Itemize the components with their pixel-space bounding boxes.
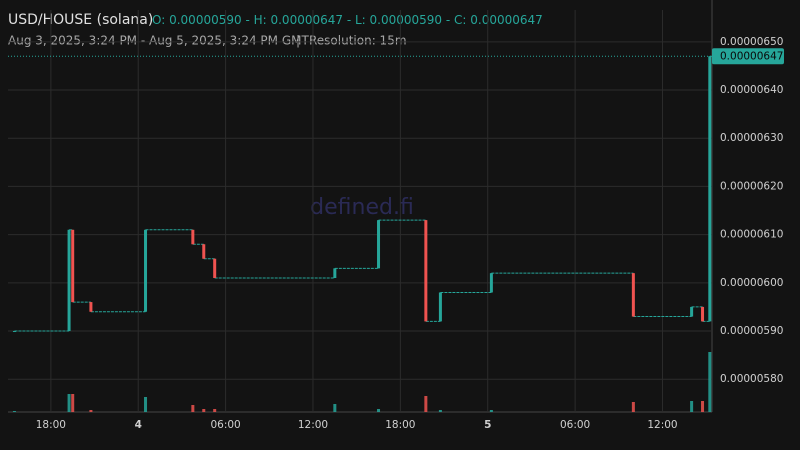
ohlc-separator: - [242, 13, 254, 27]
volume-bar [144, 397, 148, 412]
candle-body [690, 306, 694, 317]
candle-body [71, 229, 75, 303]
volume-bar [631, 402, 635, 412]
candle-body [377, 220, 381, 269]
chart-title: USD/HOUSE (solana) [8, 12, 153, 28]
y-tick-label: 0.00000600 [720, 277, 783, 289]
y-tick-label: 0.00000630 [720, 132, 783, 144]
ohlc-colon: : [161, 13, 169, 27]
y-tick-label: 0.00000580 [720, 373, 783, 385]
candle-body [438, 292, 442, 322]
candle-body [191, 229, 195, 245]
volume-bar [701, 401, 705, 412]
volume-bar [438, 410, 442, 412]
candle-body [67, 229, 71, 332]
volume-bar [424, 396, 428, 412]
candle-body [333, 268, 337, 278]
ohlc-key: O [152, 13, 161, 27]
volume-bar [708, 352, 712, 412]
x-tick-label: 18:00 [36, 419, 66, 431]
volume-bar [12, 411, 16, 412]
ohlc-value: 0.00000590 [370, 13, 443, 27]
x-tick-label: 12:00 [647, 419, 677, 431]
last-price-badge [712, 48, 784, 65]
candle-body [424, 220, 428, 322]
volume-bar [202, 409, 206, 412]
y-tick-label: 0.00000620 [720, 180, 783, 192]
candle-body [12, 331, 16, 333]
volume-bar [191, 405, 195, 412]
ohlc-colon: : [263, 13, 271, 27]
x-tick-label: 06:00 [210, 419, 240, 431]
ohlc-value: 0.00000647 [270, 13, 343, 27]
candle-body [144, 229, 148, 312]
x-tick-label: 06:00 [560, 419, 590, 431]
candle-body [708, 56, 712, 322]
candle-body [631, 273, 635, 317]
y-tick-label: 0.00000640 [720, 84, 783, 96]
y-tick-label: 0.00000610 [720, 229, 783, 241]
x-tick-label: 5 [484, 419, 491, 431]
x-tick-label: 12:00 [298, 419, 328, 431]
ohlc-separator: - [442, 13, 454, 27]
watermark: defined.fi [310, 195, 414, 220]
volume-bar [489, 410, 493, 412]
resolution: Resolution: 15m [309, 34, 407, 48]
ohlc-colon: : [462, 13, 470, 27]
candle-body [213, 258, 217, 278]
last-price-label: 0.00000647 [720, 50, 783, 62]
volume-bar [89, 410, 93, 412]
range-text: Aug 3, 2025, 3:24 PM - Aug 5, 2025, 3:24… [8, 34, 309, 48]
volume-bar [71, 394, 75, 412]
y-tick-label: 0.00000650 [720, 36, 783, 48]
candle-body [489, 273, 493, 293]
volume-bar [377, 409, 381, 412]
volume-bar [213, 409, 217, 412]
ohlc-legend: O: 0.00000590 - H: 0.00000647 - L: 0.000… [152, 13, 543, 27]
candle-body [89, 302, 93, 312]
x-tick-label: 4 [135, 419, 142, 431]
ohlc-colon: : [362, 13, 370, 27]
ohlc-value: 0.00000647 [470, 13, 543, 27]
ohlc-key: L [355, 13, 362, 27]
volume-bar [333, 404, 337, 412]
ohlc-key: H [254, 13, 263, 27]
volume-bar [690, 401, 694, 412]
separator: | [296, 34, 300, 48]
ohlc-key: C [454, 13, 462, 27]
ohlc-value: 0.00000590 [169, 13, 242, 27]
ohlc-separator: - [343, 13, 355, 27]
volume-bar [67, 394, 71, 412]
candle-body [701, 306, 705, 322]
x-tick-label: 18:00 [385, 419, 415, 431]
y-tick-label: 0.00000590 [720, 325, 783, 337]
candle-body [202, 244, 206, 259]
